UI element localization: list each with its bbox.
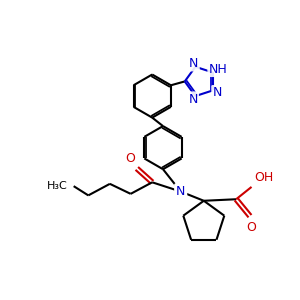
Text: OH: OH <box>255 171 274 184</box>
Text: NH: NH <box>208 63 227 76</box>
Text: N: N <box>188 93 198 106</box>
Text: H₃C: H₃C <box>47 181 68 191</box>
Text: N: N <box>176 185 185 198</box>
Text: O: O <box>247 221 256 234</box>
Text: O: O <box>126 152 136 165</box>
Text: N: N <box>212 86 222 99</box>
Text: N: N <box>189 57 199 70</box>
